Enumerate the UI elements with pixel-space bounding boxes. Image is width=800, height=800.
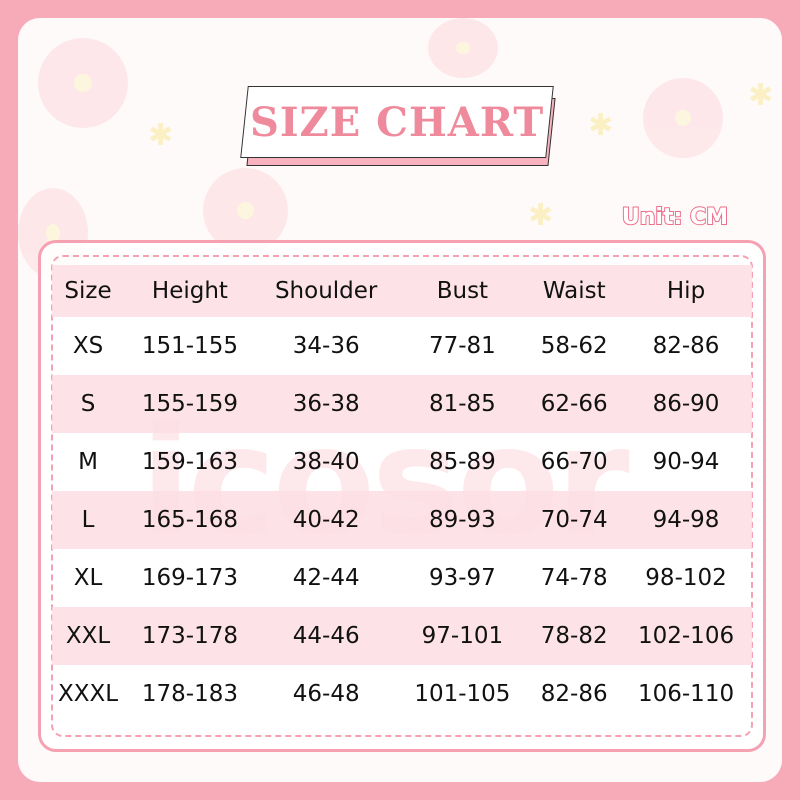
flower-decoration <box>428 18 498 78</box>
column-header: Shoulder <box>274 278 378 304</box>
table-cell: L <box>81 507 95 533</box>
table-cell: 93-97 <box>428 565 496 591</box>
table-cell: 58-62 <box>540 333 608 359</box>
page-title: SIZE CHART <box>249 98 545 146</box>
table-cell: 40-42 <box>292 507 360 533</box>
table-cell: 159-163 <box>141 449 238 475</box>
table-cell: 74-78 <box>540 565 608 591</box>
table-cell: 106-110 <box>637 681 735 707</box>
column-header: Waist <box>542 278 606 304</box>
table-cell: 77-81 <box>428 333 496 359</box>
table-cell: 78-82 <box>540 623 608 649</box>
table-cell: 62-66 <box>540 391 608 417</box>
column-header: Height <box>151 278 228 304</box>
table-cell: 70-74 <box>540 507 608 533</box>
table-cell: S <box>80 391 96 417</box>
table-cell: 36-38 <box>292 391 360 417</box>
star-decoration: ✱ <box>528 198 554 233</box>
star-decoration: ✱ <box>588 108 614 143</box>
table-row: M 159-163 38-40 85-89 66-70 90-94 <box>52 433 752 491</box>
column-header: Bust <box>436 278 489 304</box>
table-cell: XXL <box>65 623 111 649</box>
table-cell: 46-48 <box>292 681 360 707</box>
table-cell: 34-36 <box>292 333 360 359</box>
table-cell: 173-178 <box>141 623 238 649</box>
star-decoration: ✱ <box>148 118 174 153</box>
table-row: XXL 173-178 44-46 97-101 78-82 102-106 <box>52 607 752 665</box>
flower-decoration <box>38 38 128 128</box>
table-cell: 97-101 <box>421 623 504 649</box>
table-cell: 169-173 <box>141 565 238 591</box>
table-row: XL 169-173 42-44 93-97 74-78 98-102 <box>52 549 752 607</box>
table-cell: 102-106 <box>637 623 735 649</box>
table-cell: XXXL <box>57 681 119 707</box>
watermark-logo: icosor <box>140 395 630 569</box>
table-row: L 165-168 40-42 89-93 70-74 94-98 <box>52 491 752 549</box>
size-table: Size Height Shoulder Bust Waist Hip XS 151-155… <box>52 265 752 723</box>
table-cell: 155-159 <box>141 391 238 417</box>
table-row: XS 151-155 34-36 77-81 58-62 82-86 <box>52 317 752 375</box>
table-row: S 155-159 36-38 81-85 62-66 86-90 <box>52 375 752 433</box>
table-header-row: Size Height Shoulder Bust Waist Hip <box>52 265 752 317</box>
table-cell: XS <box>72 333 104 359</box>
size-table-frame <box>38 240 766 752</box>
table-cell: 90-94 <box>652 449 720 475</box>
table-cell: 151-155 <box>141 333 238 359</box>
flower-decoration <box>203 168 288 253</box>
table-cell: XL <box>73 565 103 591</box>
table-cell: 44-46 <box>292 623 360 649</box>
table-cell: 66-70 <box>540 449 608 475</box>
column-header: Size <box>64 278 112 304</box>
table-cell: 82-86 <box>652 333 720 359</box>
table-cell: 165-168 <box>141 507 238 533</box>
title-banner: SIZE CHART <box>240 86 554 158</box>
column-header: Hip <box>666 278 706 304</box>
table-cell: 81-85 <box>428 391 496 417</box>
table-cell: 89-93 <box>428 507 496 533</box>
table-cell: 98-102 <box>645 565 727 591</box>
table-cell: 82-86 <box>540 681 608 707</box>
table-cell: 38-40 <box>292 449 360 475</box>
table-cell: M <box>78 449 98 475</box>
table-row: XXXL 178-183 46-48 101-105 82-86 106-110 <box>52 665 752 723</box>
table-cell: 86-90 <box>652 391 720 417</box>
unit-label: Unit: CM <box>621 204 729 231</box>
table-cell: 42-44 <box>292 565 360 591</box>
dashed-border <box>51 255 753 737</box>
table-cell: 85-89 <box>428 449 496 475</box>
table-cell: 101-105 <box>414 681 511 707</box>
flower-decoration <box>643 78 723 158</box>
star-decoration: ✱ <box>748 78 774 113</box>
table-cell: 178-183 <box>141 681 238 707</box>
table-cell: 94-98 <box>652 507 720 533</box>
